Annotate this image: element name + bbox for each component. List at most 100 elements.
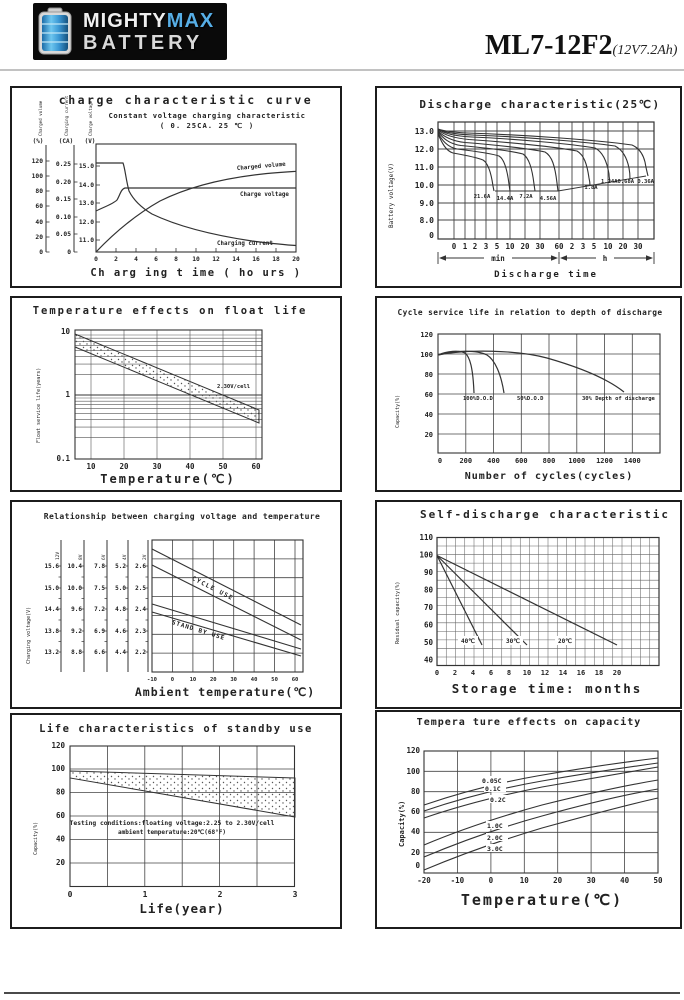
time-brackets [437,252,655,264]
scale-4v-ticks: 5.2 5.0 4.8 4.6 4.4 [115,563,126,656]
dod-30-label: 30% Depth of discharge [582,396,656,402]
y-axis-title: Capacity(%) [33,822,39,855]
curve-label-1-8A: 1.8A [584,185,598,191]
dod-curves [437,350,625,394]
tick-label: 10.0 [415,181,434,190]
brand-mighty: MIGHTY [83,9,167,32]
brand-battery: BATTERY [83,31,204,54]
chart-title: Life characteristics of standby use [39,723,313,735]
tick-label: 0 [435,669,439,677]
tick-label: 100 [419,551,433,560]
tick-label: 30 [535,242,545,251]
x-axis-title: Ambient temperature(℃) [135,685,315,699]
tick-label: 16 [577,669,585,677]
scale-caption-8v: 8V [78,554,84,560]
tick-label: 20 [210,677,217,683]
scale-12v-ticks: 15.6 15.0 14.4 13.8 13.2 [45,563,60,656]
tick-label: 20 [35,234,43,241]
plot-frame [437,333,661,454]
testing-conditions-note: Testing conditions:floating voltage:2.25… [70,819,275,827]
rate-label-01c: 0.1C [485,785,501,793]
tick-label: 120 [406,746,420,755]
scale-caption-2v: 2V [142,554,148,560]
tick-label: 15.0 [79,163,94,170]
chart-float-life: Temperature effects on float life Float … [10,296,342,492]
y-axis-ticks: 110 100 90 80 70 60 50 40 [419,533,433,665]
charge-voltage-curve [95,187,296,212]
scale-caption-12v: 12V [55,552,61,560]
x-axis-title: Life(year) [139,901,224,916]
plot-frame [437,121,655,240]
tick-label: 60 [554,242,564,251]
plot-frame [95,143,297,253]
line-label-40c: 40℃ [461,638,475,645]
tick-label: 12.0 [79,219,94,226]
tick-label: 1400 [624,457,641,465]
tick-label: 4.4 [115,649,126,656]
curve-label-small-currents: 1.24A0.68A 0.36A [601,179,655,185]
axis-tick-marks [145,565,148,653]
tick-label: 0 [67,249,71,256]
axis-tick-marks [81,565,84,653]
chart-title: Temperature effects on float life [33,305,308,317]
tick-label: 0.10 [56,214,71,221]
tick-label: 6.9 [94,628,105,635]
tick-label: 1 [65,390,70,399]
scale-caption-6v: 6V [101,554,107,560]
tick-label: 800 [543,457,556,465]
tick-label: 120 [51,741,65,750]
tick-label: 80 [56,788,66,797]
tick-label: 11.0 [415,163,434,172]
tick-label: 20 [520,242,530,251]
standby-use-label: STAND BY USE [171,619,226,642]
unit-v: (V) [85,138,96,145]
tick-label: 60 [292,677,299,683]
x-axis-ticks: -20 -10 0 10 20 30 40 50 [417,876,663,885]
tick-label: 18 [595,669,603,677]
tick-label: 7.8 [94,563,105,570]
tick-label: 12 [541,669,549,677]
axis-tick-marks [58,565,61,653]
min-unit-label: min [491,254,505,263]
charged-volume-curve [95,170,297,253]
tick-label: 0.15 [56,196,71,203]
ca-axis-ticks: 0.25 0.20 0.15 0.10 0.05 0 [56,161,71,256]
tick-label: 10 [603,242,613,251]
tick-label: 3 [484,242,489,251]
y-axis-title: Capacity(%) [398,801,406,847]
chart-charging-voltage-temperature: Relationship between charging voltage an… [10,500,342,709]
tick-label: 0 [489,876,494,885]
chart-standby-life: Life characteristics of standby use Capa… [10,713,342,929]
tick-label: 0.1 [56,454,70,463]
axis-tick-marks [125,565,128,653]
label-backplates [458,636,575,645]
tick-label: 20 [613,669,621,677]
tick-label: 80 [424,586,434,595]
tick-label: 0.05 [56,231,71,238]
curve-label-7-2A: 7.2A [519,194,533,200]
chart-title: Discharge characteristic(25℃) [419,98,660,111]
rate-label-30c: 3.0C [487,845,503,853]
plot-frame [423,750,659,874]
charge-voltage-label: Charge voltage [240,192,289,198]
tick-label: 10 [520,876,530,885]
tick-label: 60 [56,811,66,820]
tick-label: 5.0 [115,585,126,592]
tick-label: 50 [424,638,434,647]
tick-label: 4 [471,669,475,677]
tick-label: 40 [35,219,43,226]
tick-label: 10 [505,242,515,251]
curves [95,162,297,253]
brand-logo: MIGHTYMAX BATTERY [33,3,227,60]
tick-label: 20 [56,858,66,867]
axis-caption-charging-current: Charging current [64,95,69,136]
curve-label-21-6A: 21.6A [474,194,491,200]
y-axis-title: Residual capacity(%) [395,582,401,644]
tick-label: 4.6 [115,628,126,635]
tick-label: 9.6 [71,606,82,613]
tick-label: 8 [507,669,511,677]
tick-label: 40 [424,656,434,665]
page-bottom-rule [4,992,680,994]
charging-current-curve [96,162,297,247]
